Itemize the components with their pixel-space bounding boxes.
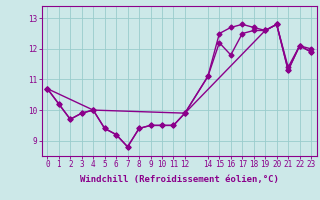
X-axis label: Windchill (Refroidissement éolien,°C): Windchill (Refroidissement éolien,°C) [80, 175, 279, 184]
